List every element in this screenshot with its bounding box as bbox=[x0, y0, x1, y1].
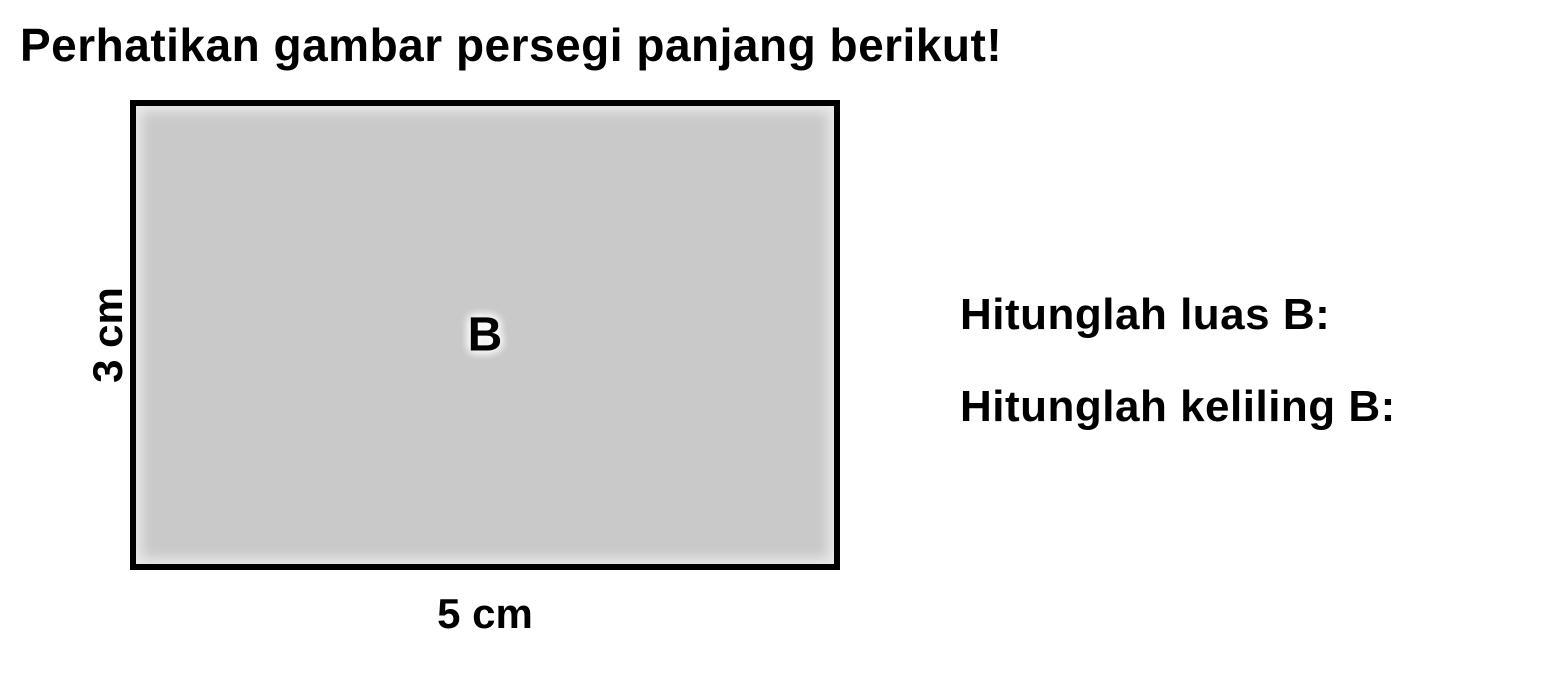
diagram-container: 3 cm B 5 cm bbox=[20, 100, 880, 680]
page-title: Perhatikan gambar persegi panjang beriku… bbox=[20, 18, 1002, 72]
height-dimension-label: 3 cm bbox=[84, 287, 132, 383]
question-area: Hitunglah luas B: bbox=[960, 290, 1396, 340]
width-dimension-label: 5 cm bbox=[130, 590, 840, 638]
rectangle-shape: B bbox=[130, 100, 840, 570]
rectangle-label: B bbox=[468, 308, 503, 363]
questions-block: Hitunglah luas B: Hitunglah keliling B: bbox=[960, 290, 1396, 474]
question-perimeter: Hitunglah keliling B: bbox=[960, 382, 1396, 432]
